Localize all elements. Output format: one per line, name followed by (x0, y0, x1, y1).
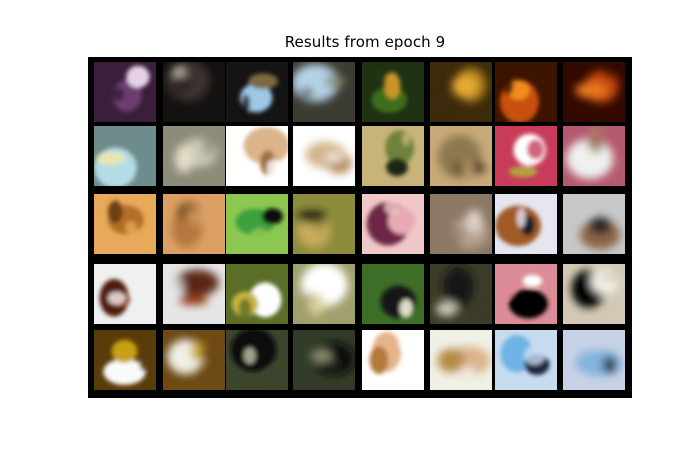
original-image-tile (362, 126, 424, 186)
original-image-tile (362, 264, 424, 324)
original-image-tile (362, 194, 424, 254)
original-image-tile (495, 194, 557, 254)
reconstruction-image-tile (163, 264, 225, 324)
reconstruction-image-tile (563, 62, 625, 122)
reconstruction-image-tile (430, 62, 492, 122)
reconstruction-image-tile (293, 62, 355, 122)
original-image-tile (495, 264, 557, 324)
original-image-tile (94, 62, 156, 122)
original-image-tile (94, 264, 156, 324)
reconstruction-image-tile (293, 194, 355, 254)
reconstruction-image-tile (163, 126, 225, 186)
original-image-tile (226, 194, 288, 254)
reconstruction-image-tile (163, 194, 225, 254)
original-image-tile (226, 62, 288, 122)
reconstruction-image-tile (563, 330, 625, 390)
original-image-tile (362, 330, 424, 390)
reconstruction-image-tile (293, 264, 355, 324)
original-image-tile (94, 126, 156, 186)
original-image-tile (495, 126, 557, 186)
original-image-tile (495, 330, 557, 390)
reconstruction-image-tile (163, 330, 225, 390)
reconstruction-image-tile (163, 62, 225, 122)
reconstruction-image-tile (430, 194, 492, 254)
reconstruction-image-tile (563, 194, 625, 254)
image-grid (88, 57, 632, 398)
reconstruction-image-tile (430, 264, 492, 324)
original-image-tile (226, 264, 288, 324)
reconstruction-image-tile (293, 126, 355, 186)
original-image-tile (226, 330, 288, 390)
reconstruction-image-tile (430, 330, 492, 390)
reconstruction-image-tile (563, 126, 625, 186)
original-image-tile (94, 194, 156, 254)
original-image-tile (495, 62, 557, 122)
original-image-tile (94, 330, 156, 390)
reconstruction-image-tile (563, 264, 625, 324)
reconstruction-image-tile (430, 126, 492, 186)
original-image-tile (226, 126, 288, 186)
original-image-tile (362, 62, 424, 122)
reconstruction-image-tile (293, 330, 355, 390)
figure-title: Results from epoch 9 (284, 33, 446, 51)
